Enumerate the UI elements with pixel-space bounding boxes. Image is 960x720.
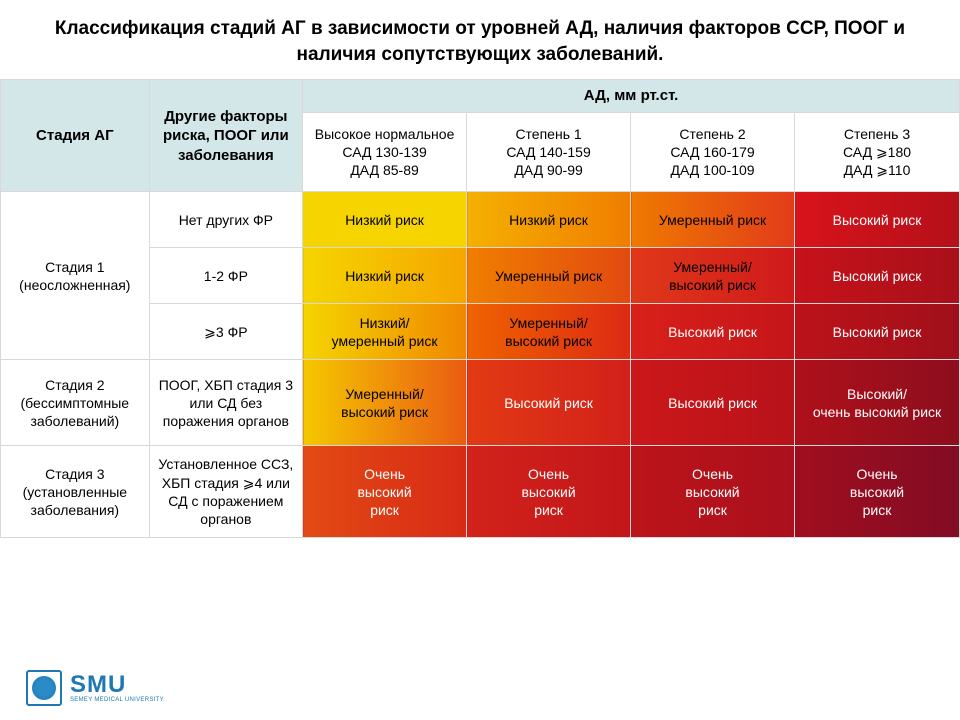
risk-cell: Низкий риск bbox=[467, 192, 631, 248]
stage-label-1: Стадия 2(бессимптомные заболеваний) bbox=[1, 360, 150, 446]
page-title: Классификация стадий АГ в зависимости от… bbox=[0, 0, 960, 79]
logo-text: SMU bbox=[70, 673, 164, 697]
th-bp-2: Степень 2САД 160-179ДАД 100-109 bbox=[631, 112, 795, 192]
risk-cell: Оченьвысокийриск bbox=[467, 446, 631, 538]
risk-cell: Умеренный риск bbox=[467, 248, 631, 304]
risk-cell: Оченьвысокийриск bbox=[303, 446, 467, 538]
risk-cell: Оченьвысокийриск bbox=[631, 446, 795, 538]
smu-logo-icon bbox=[26, 670, 62, 706]
table-row: Стадия 1(неосложненная)Нет других ФРНизк… bbox=[1, 192, 960, 248]
factors-cell: Нет других ФР bbox=[149, 192, 302, 248]
risk-cell: Низкий/умеренный риск bbox=[303, 304, 467, 360]
footer-logo: SMU SEMEY MEDICAL UNIVERSITY bbox=[26, 670, 164, 706]
risk-cell: Высокий риск bbox=[795, 304, 960, 360]
th-bp-group: АД, мм рт.ст. bbox=[303, 80, 960, 113]
th-bp-0: Высокое нормальноеСАД 130-139ДАД 85-89 bbox=[303, 112, 467, 192]
th-stage: Стадия АГ bbox=[1, 80, 150, 192]
risk-cell: Умеренный/высокий риск bbox=[303, 360, 467, 446]
risk-cell: Высокий риск bbox=[795, 192, 960, 248]
logo-subtext: SEMEY MEDICAL UNIVERSITY bbox=[70, 697, 164, 703]
th-bp-3: Степень 3САД ⩾180ДАД ⩾110 bbox=[795, 112, 960, 192]
risk-cell: Оченьвысокийриск bbox=[795, 446, 960, 538]
stage-label-0: Стадия 1(неосложненная) bbox=[1, 192, 150, 360]
risk-cell: Умеренный/высокий риск bbox=[467, 304, 631, 360]
risk-table: Стадия АГ Другие факторы риска, ПООГ или… bbox=[0, 79, 960, 538]
factors-cell: ⩾3 ФР bbox=[149, 304, 302, 360]
risk-cell: Низкий риск bbox=[303, 192, 467, 248]
risk-cell: Высокий риск bbox=[467, 360, 631, 446]
factors-cell: ПООГ, ХБП стадия 3 или СД без поражения … bbox=[149, 360, 302, 446]
risk-cell: Высокий риск bbox=[631, 360, 795, 446]
th-factors: Другие факторы риска, ПООГ или заболеван… bbox=[149, 80, 302, 192]
risk-cell: Умеренный риск bbox=[631, 192, 795, 248]
factors-cell: 1-2 ФР bbox=[149, 248, 302, 304]
th-bp-1: Степень 1САД 140-159ДАД 90-99 bbox=[467, 112, 631, 192]
risk-cell: Высокий/очень высокий риск bbox=[795, 360, 960, 446]
risk-cell: Умеренный/высокий риск bbox=[631, 248, 795, 304]
table-row: Стадия 2(бессимптомные заболеваний)ПООГ,… bbox=[1, 360, 960, 446]
risk-cell: Низкий риск bbox=[303, 248, 467, 304]
risk-cell: Высокий риск bbox=[795, 248, 960, 304]
factors-cell: Установленное ССЗ, ХБП стадия ⩾4 или СД … bbox=[149, 446, 302, 538]
stage-label-2: Стадия 3(установленные заболевания) bbox=[1, 446, 150, 538]
table-row: Стадия 3(установленные заболевания)Устан… bbox=[1, 446, 960, 538]
risk-cell: Высокий риск bbox=[631, 304, 795, 360]
